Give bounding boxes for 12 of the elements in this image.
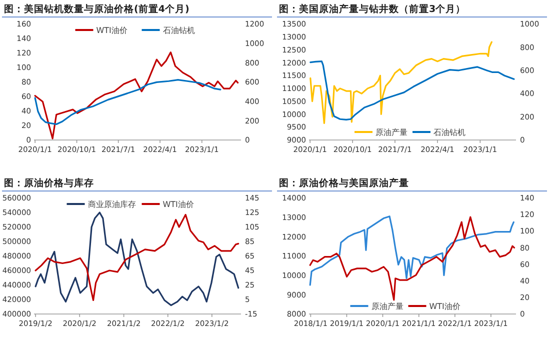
- legend-label: WTI油价: [162, 200, 194, 209]
- legend-label: WTI油价: [96, 26, 128, 35]
- chart-title: 图：美国原油产量与钻井数（前置3个月）: [279, 3, 466, 15]
- legend-label: 原油产量: [371, 302, 404, 311]
- legend-label: 石油钻机: [162, 26, 195, 35]
- legend-label: 石油钻机: [434, 128, 466, 137]
- chart-title: 图：美国钻机数量与原油价格(前置4个月): [4, 3, 190, 15]
- legend-label: 原油产量: [376, 128, 408, 137]
- chart-title: 图：原油价格与美国原油产量: [279, 177, 409, 189]
- legend-label: 商业原油库存: [88, 200, 136, 209]
- chart-title: 图：原油价格与库存: [4, 177, 94, 189]
- legend-label: WTI油价: [429, 302, 460, 311]
